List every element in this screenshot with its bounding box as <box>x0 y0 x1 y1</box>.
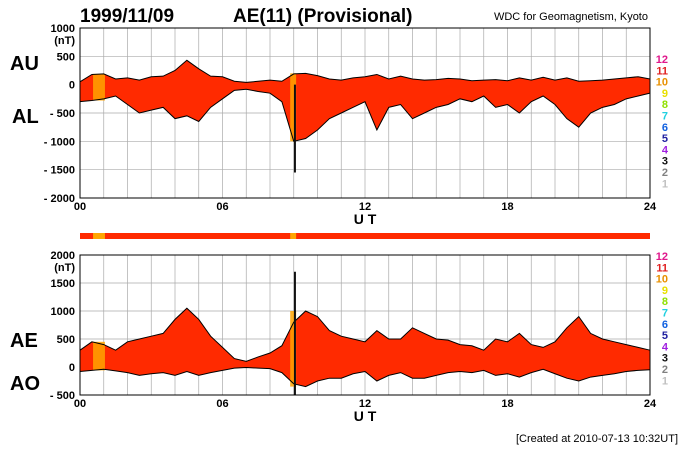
envelope-area <box>80 308 650 387</box>
x-tick-label: 00 <box>74 201 86 213</box>
y-unit-label: (nT) <box>54 35 75 47</box>
x-tick-label: 06 <box>216 398 228 410</box>
level-legend-label: 3 <box>662 353 668 365</box>
series-line-au <box>79 59 651 83</box>
level-legend-label: 5 <box>662 133 668 145</box>
highlight-band <box>93 73 105 101</box>
level-legend-label: 8 <box>662 296 668 308</box>
ae-ao-panel: 2000 1500 1000 500 0 - 500 (nT) 00 06 12 18 24 U T <box>50 250 657 424</box>
envelope-area <box>80 60 650 142</box>
x-tick-label: 12 <box>359 398 371 410</box>
y-tick-label: 1500 <box>51 278 75 290</box>
au-label: AU <box>10 53 39 75</box>
x-tick-label: 24 <box>644 201 657 213</box>
y-tick-label: 0 <box>69 362 75 374</box>
x-tick-label: 18 <box>501 201 513 213</box>
y-tick-label: 500 <box>57 334 75 346</box>
y-tick-label: - 1000 <box>44 136 75 148</box>
strip-base <box>80 233 650 239</box>
highlight-band <box>93 341 105 371</box>
created-timestamp: [Created at 2010-07-13 10:32UT] <box>516 433 678 445</box>
level-legend-label: 10 <box>656 77 668 89</box>
level-legend-label: 5 <box>662 330 668 342</box>
y-tick-label: - 2000 <box>44 193 75 205</box>
level-legend-label: 6 <box>662 122 668 134</box>
y-tick-label: 2000 <box>51 250 75 262</box>
level-legend-label: 8 <box>662 99 668 111</box>
strip-highlight <box>290 233 297 239</box>
x-tick-label: 00 <box>74 398 86 410</box>
y-tick-label: - 500 <box>50 390 75 402</box>
y-tick-label: 0 <box>69 80 75 92</box>
index-title: AE(11) (Provisional) <box>233 6 413 27</box>
level-legend-label: 2 <box>662 167 668 179</box>
source-label: WDC for Geomagnetism, Kyoto <box>494 11 648 23</box>
level-legend-label: 4 <box>662 341 669 353</box>
x-tick-label: 24 <box>644 398 657 410</box>
level-legend-label: 1 <box>662 178 668 190</box>
y-tick-label: 1000 <box>51 23 75 35</box>
series-line-ae <box>79 307 651 362</box>
level-legend-label: 9 <box>662 88 668 100</box>
series-line-al <box>79 88 651 142</box>
ao-label: AO <box>10 373 40 395</box>
level-legend-label: 11 <box>656 262 668 274</box>
series-line-ao <box>79 367 651 388</box>
al-label: AL <box>12 106 39 128</box>
y-tick-label: - 500 <box>50 108 75 120</box>
strip-highlight <box>93 233 105 239</box>
x-axis-label: U T <box>354 408 377 424</box>
x-tick-label: 06 <box>216 201 228 213</box>
date-title: 1999/11/09 <box>80 6 174 27</box>
level-legend-label: 11 <box>656 65 668 77</box>
level-legend-label: 6 <box>662 319 668 331</box>
y-unit-label: (nT) <box>54 262 75 274</box>
plot-frame <box>79 27 651 199</box>
level-legend-label: 12 <box>656 251 668 263</box>
level-legend-label: 10 <box>656 274 668 286</box>
y-tick-label: 500 <box>57 51 75 63</box>
level-legend-label: 3 <box>662 156 668 168</box>
x-tick-label: 18 <box>501 398 513 410</box>
au-al-panel: 1000 500 0 - 500 - 1000 - 1500 - 2000 (nT) 00 06 1… <box>44 23 657 227</box>
ae-label: AE <box>10 330 38 352</box>
level-legend-label: 4 <box>662 144 669 156</box>
y-tick-label: - 1500 <box>44 165 75 177</box>
level-legend-label: 7 <box>662 111 668 123</box>
x-tick-label: 12 <box>359 201 371 213</box>
y-tick-label: 1000 <box>51 306 75 318</box>
highlight-band <box>290 73 297 142</box>
level-legend-label: 9 <box>662 285 668 297</box>
highlight-band <box>290 311 297 387</box>
x-axis-label: U T <box>354 211 377 227</box>
plot-frame <box>79 254 651 396</box>
level-legend-label: 12 <box>656 54 668 66</box>
level-color-strip <box>80 233 650 239</box>
level-legend-label: 7 <box>662 308 668 320</box>
level-legend-label: 1 <box>662 375 668 387</box>
level-legend-label: 2 <box>662 364 668 376</box>
